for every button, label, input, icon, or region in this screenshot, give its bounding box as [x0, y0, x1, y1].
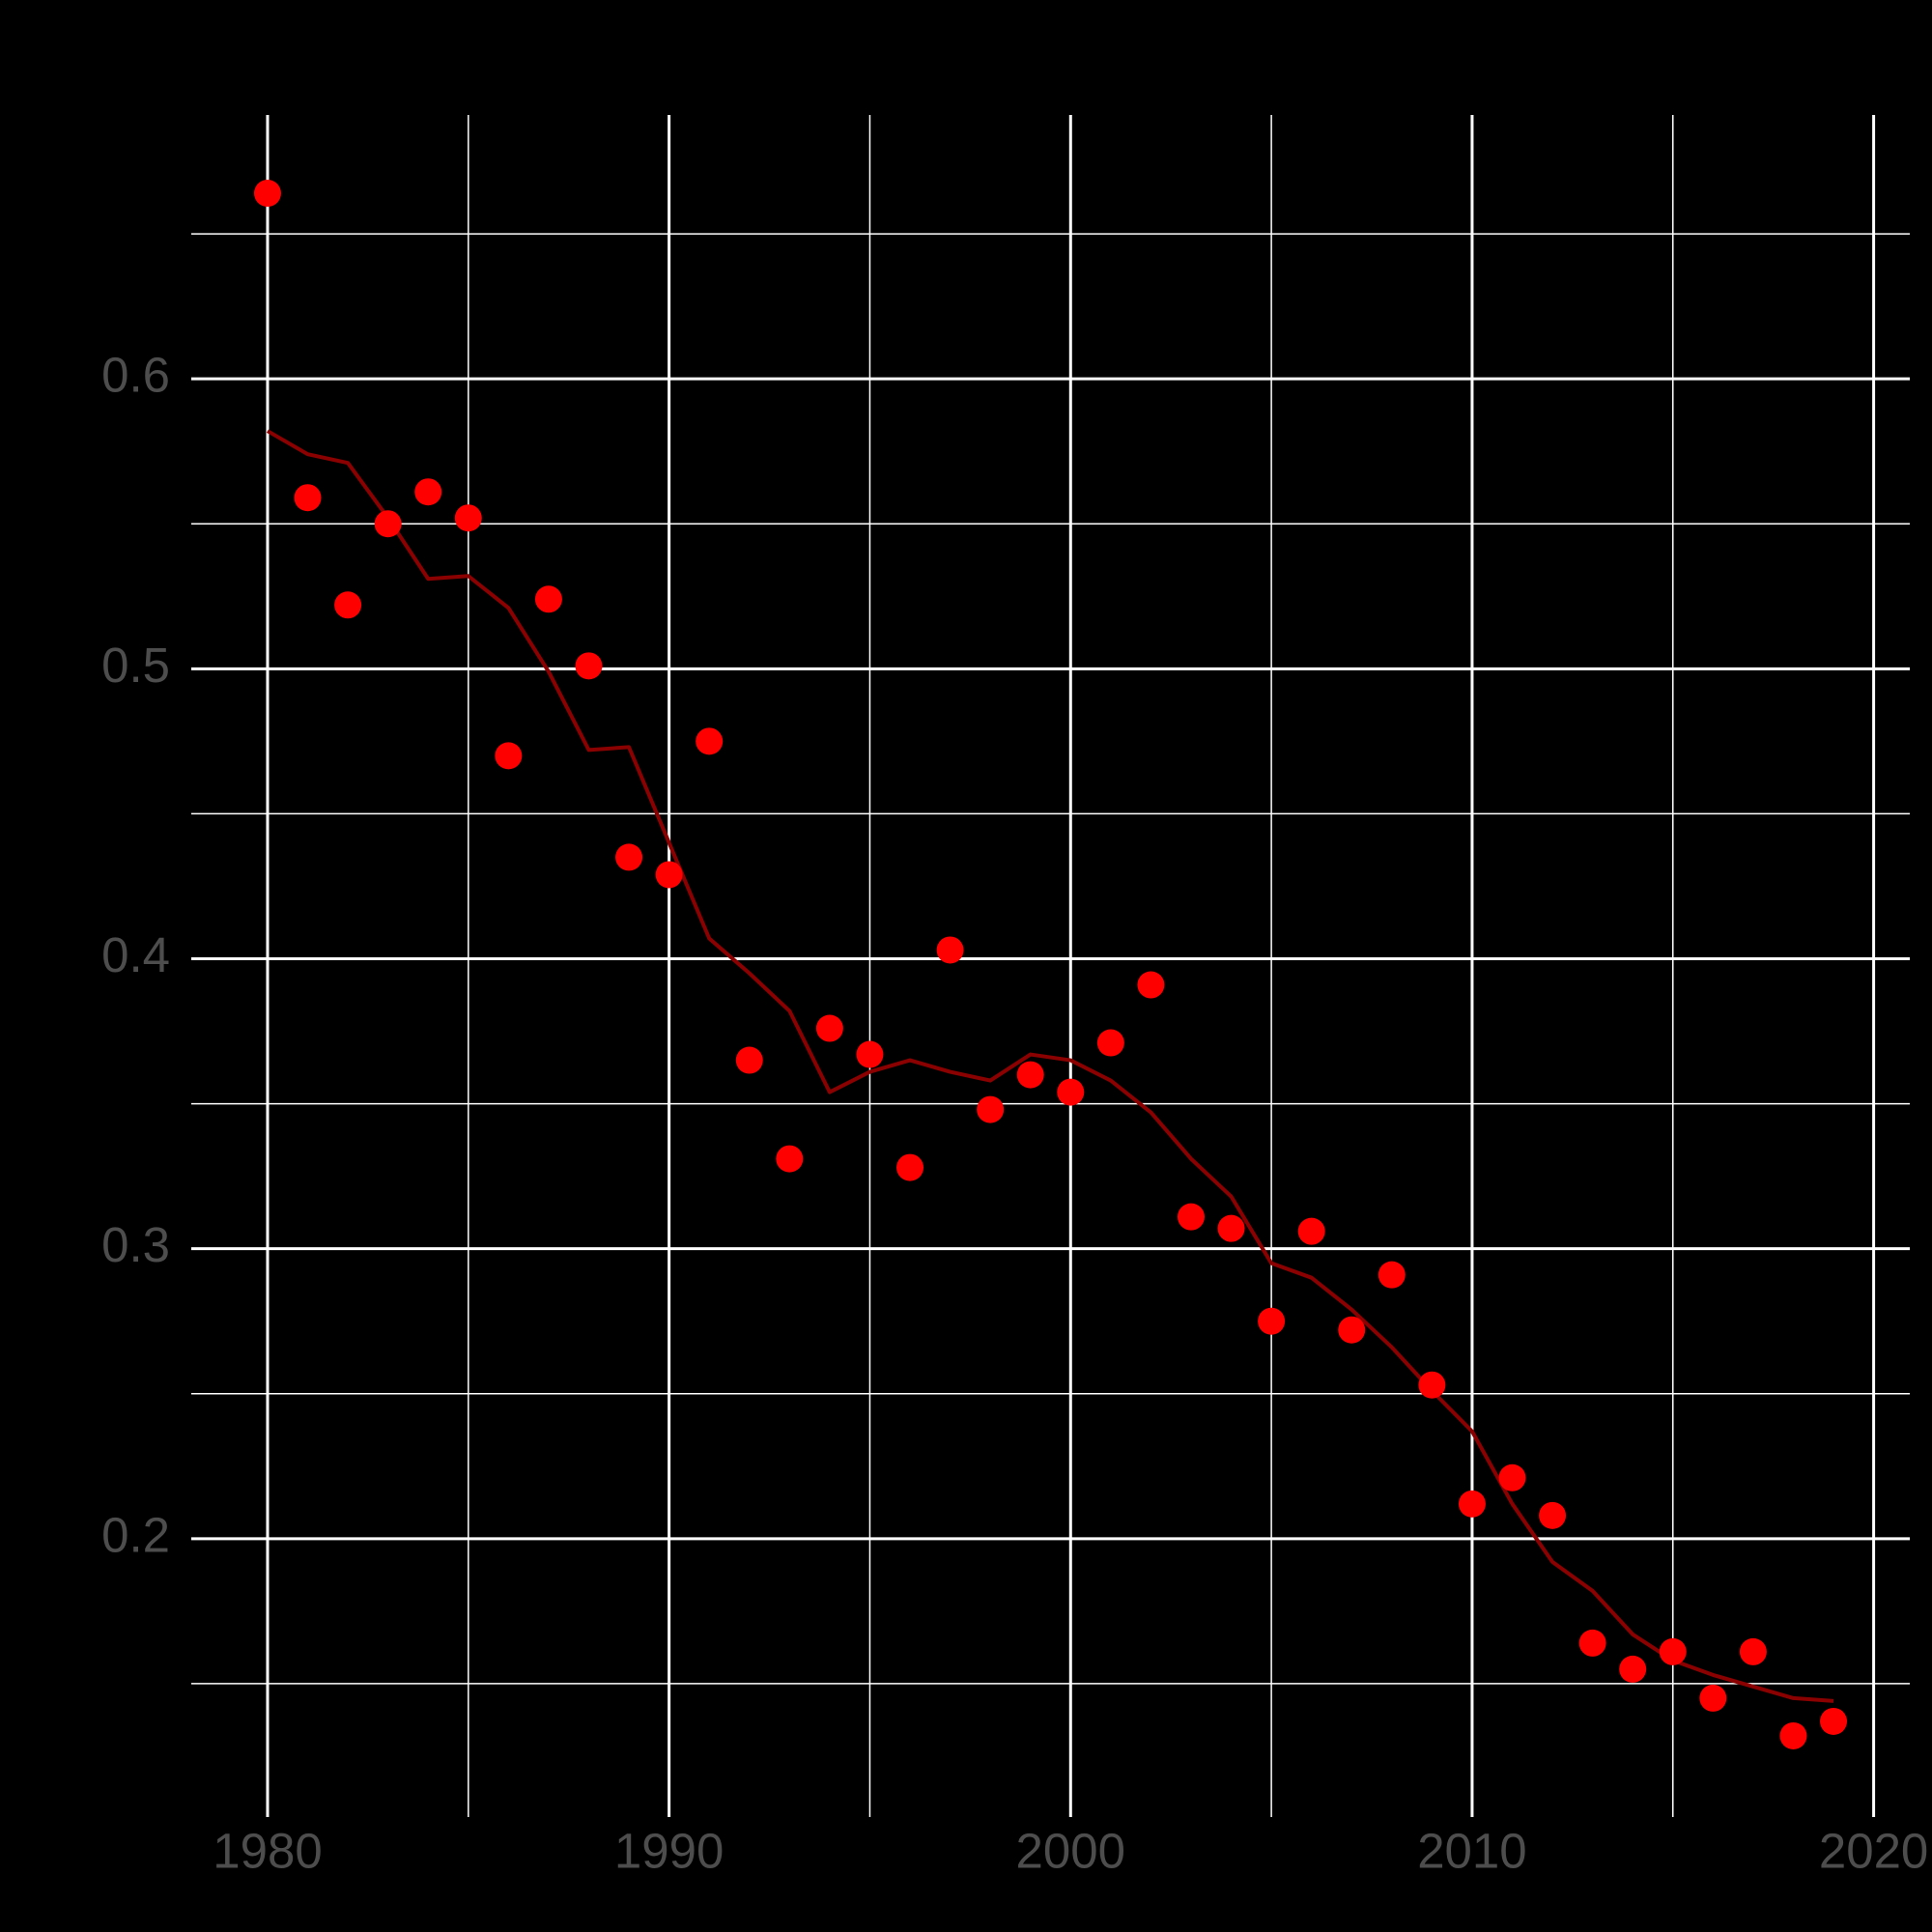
trend-line [266, 429, 1834, 1703]
data-point [1016, 1061, 1044, 1089]
x-tick-label: 1990 [614, 1823, 724, 1878]
data-point [1217, 1214, 1245, 1242]
y-tick-label: 0.5 [101, 638, 170, 693]
data-point [534, 585, 562, 613]
data-point [696, 727, 724, 755]
data-point [1779, 1721, 1807, 1749]
data-point [454, 504, 482, 532]
data-point [776, 1145, 804, 1173]
data-point [896, 1153, 924, 1181]
data-point [1057, 1078, 1085, 1106]
y-tick-label: 0.2 [101, 1507, 170, 1562]
data-point [253, 180, 281, 208]
x-tick-label: 2000 [1016, 1823, 1125, 1878]
data-point [1699, 1684, 1727, 1712]
data-point [856, 1040, 884, 1068]
data-point [1619, 1655, 1647, 1683]
data-point [1137, 971, 1165, 999]
y-tick-label: 0.4 [101, 927, 170, 982]
data-point [1258, 1307, 1286, 1335]
data-point [815, 1014, 843, 1042]
data-point [1659, 1637, 1687, 1665]
data-point [615, 843, 643, 871]
data-point [1539, 1501, 1567, 1529]
y-tick-label: 0.6 [101, 348, 170, 403]
data-point [977, 1095, 1005, 1123]
x-tick-label: 1980 [213, 1823, 322, 1878]
x-tick-label: 2010 [1417, 1823, 1526, 1878]
data-point [1458, 1490, 1486, 1518]
x-tick-label: 2020 [1819, 1823, 1928, 1878]
data-point [1378, 1261, 1406, 1289]
data-point [1096, 1029, 1124, 1057]
data-point [1498, 1463, 1526, 1492]
data-point [495, 742, 523, 770]
data-point [414, 478, 442, 506]
data-point [1418, 1371, 1446, 1399]
data-point [575, 652, 603, 680]
data-point [1739, 1637, 1767, 1665]
data-point [1177, 1203, 1205, 1231]
data-point [1297, 1217, 1325, 1245]
data-point [655, 861, 683, 889]
data-point [334, 591, 362, 619]
y-tick-label: 0.3 [101, 1217, 170, 1272]
data-point [1578, 1629, 1606, 1657]
data-point [374, 510, 402, 538]
data-point [1820, 1707, 1848, 1735]
data-point [936, 936, 964, 964]
data-point [294, 484, 322, 512]
data-point [1338, 1316, 1366, 1344]
data-point [735, 1046, 763, 1074]
